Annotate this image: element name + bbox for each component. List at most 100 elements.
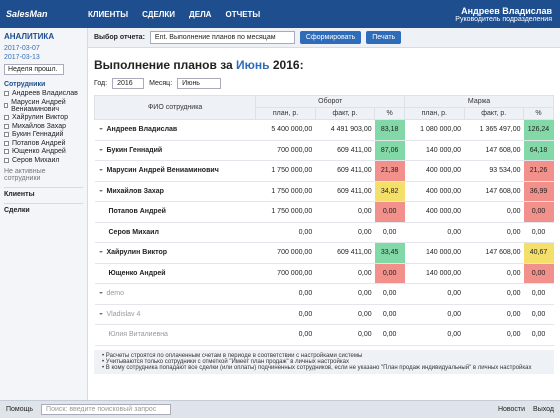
period-select[interactable]: Неделя прошл. <box>4 64 64 75</box>
employee-name[interactable]: Vladislav 4 <box>94 304 256 325</box>
employee[interactable]: Марусин Андрей Вениаминович <box>4 99 83 113</box>
print-button[interactable]: Печать <box>366 31 402 44</box>
amount-cell: 1 750 000,00 <box>255 160 316 182</box>
expand-caret[interactable] <box>98 148 103 153</box>
employee-name[interactable]: Марусин Андрей Вениаминович <box>94 160 256 182</box>
expand-caret[interactable] <box>98 292 103 296</box>
employee-name[interactable]: Андреев Владислав <box>94 119 256 141</box>
expand-caret[interactable] <box>98 251 103 255</box>
nav-item[interactable]: ДЕЛА <box>189 9 212 19</box>
employee-name: Потапов Андрей <box>12 139 66 147</box>
amount-cell: 0,00 <box>315 324 375 346</box>
amount-cell: 0,00 <box>464 324 524 346</box>
amount-cell: 0,00 <box>255 283 316 305</box>
employee[interactable]: Букин Геннадий <box>4 131 83 138</box>
note: В кому сотрудника попадают все сделки (и… <box>102 365 546 371</box>
month-select[interactable]: Июнь <box>177 78 222 89</box>
checkbox[interactable] <box>4 140 9 146</box>
checkbox[interactable] <box>4 132 9 137</box>
amount-cell: 93 534,00 <box>464 160 524 182</box>
percent-cell: 126,24 <box>523 119 554 141</box>
news[interactable]: Новости <box>497 406 526 413</box>
heading-year: 2016: <box>272 58 304 72</box>
table-row: Серов Михаил 0,00 0,00 0,00 0,00 0,00 0,00 <box>94 222 554 243</box>
expand-caret[interactable] <box>98 189 103 194</box>
table-row: Букин Геннадий 700 000,00 609 411,00 87,06 1… <box>94 140 554 161</box>
toolbar: Выбор отчета: Ent. Выполнение планов по … <box>88 28 560 48</box>
year-select[interactable]: 2016 <box>112 78 145 89</box>
employee[interactable]: Андреев Владислав <box>4 90 83 97</box>
checkbox[interactable] <box>4 103 9 108</box>
checkbox[interactable] <box>4 91 9 96</box>
amount-cell: 0,00 <box>404 222 465 243</box>
name-text: Марусин Андрей Вениаминович <box>106 167 219 175</box>
logo[interactable]: SalesMan <box>6 9 48 19</box>
amount-cell: 0,00 <box>404 283 465 305</box>
name-text: demo <box>106 290 125 298</box>
employee-name: Потапов Андрей <box>94 201 256 223</box>
employee[interactable]: Хайрулин Виктор <box>4 114 83 121</box>
checkbox[interactable] <box>4 157 9 163</box>
filters: Год: 2016 Месяц: Июнь <box>94 78 554 89</box>
date-from[interactable]: 2017-03-07 <box>4 45 40 52</box>
employee-name: Хайрулин Виктор <box>12 114 69 121</box>
search[interactable]: Поиск: введите поисковый запрос <box>41 404 172 415</box>
help[interactable]: Помощь <box>6 406 34 413</box>
table-row: Андреев Владислав 5 400 000,00 4 491 903,0… <box>94 119 554 141</box>
nav: КЛИЕНТЫ СДЕЛКИ ДЕЛА ОТЧЕТЫ <box>88 10 260 19</box>
employee-name: Букин Геннадий <box>12 131 64 138</box>
employee-name: Серов Михаил <box>94 222 256 243</box>
employee-name[interactable]: Хайрулин Виктор <box>94 242 256 264</box>
amount-cell: 0,00 <box>255 222 316 243</box>
table-row: Потапов Андрей 1 750 000,00 0,00 0,00 400 00… <box>94 201 554 223</box>
expand-caret[interactable] <box>98 312 103 317</box>
sub-header: план, р. <box>404 107 465 120</box>
name-text: Vladislav 4 <box>106 310 141 318</box>
nav-item[interactable]: СДЕЛКИ <box>142 9 176 19</box>
expand-caret[interactable] <box>98 169 103 173</box>
exit[interactable]: Выход <box>533 406 554 413</box>
amount-cell: 0,00 <box>315 201 375 223</box>
build-button[interactable]: Сформировать <box>299 31 362 44</box>
percent-cell: 0,00 <box>374 222 405 243</box>
name-text: Ющенко Андрей <box>108 269 166 277</box>
expand-caret[interactable] <box>98 128 103 132</box>
checkbox[interactable] <box>4 149 9 154</box>
employee-name[interactable]: Михайлов Захар <box>94 181 256 202</box>
percent-cell: 83,18 <box>374 119 405 141</box>
percent-cell: 87,06 <box>374 140 405 161</box>
section[interactable]: Сделки <box>4 202 83 214</box>
date-to[interactable]: 2017-03-13 <box>4 54 40 61</box>
percent-cell: 0,00 <box>523 304 554 325</box>
amount-cell: 609 411,00 <box>315 160 375 182</box>
section[interactable]: Клиенты <box>4 186 83 198</box>
employee-name[interactable]: demo <box>94 283 256 305</box>
heading-month: Июнь <box>236 58 270 72</box>
note: Учитываются только сотрудники с отметкой… <box>102 359 546 365</box>
amount-cell: 0,00 <box>464 263 524 284</box>
nav-item[interactable]: ОТЧЕТЫ <box>225 9 261 19</box>
group-header: Маржа <box>404 95 554 108</box>
employee[interactable]: Ющенко Андрей <box>4 148 83 155</box>
employee-list: Андреев Владислав Марусин Андрей Вениамин… <box>4 90 83 164</box>
checkbox[interactable] <box>4 115 9 120</box>
percent-cell: 64,18 <box>523 140 554 161</box>
user-name: Андреев Владислав <box>461 5 552 16</box>
heading-prefix: Выполнение планов за <box>94 58 233 72</box>
amount-cell: 140 000,00 <box>404 140 465 161</box>
percent-cell: 0,00 <box>523 201 554 223</box>
inactive-link[interactable]: Не активные сотрудники <box>4 167 46 182</box>
user[interactable]: Андреев Владислав Руководитель подразделе… <box>455 6 560 23</box>
employee[interactable]: Серов Михаил <box>4 157 83 164</box>
employee-name: Михайлов Захар <box>12 122 67 130</box>
checkbox[interactable] <box>4 123 9 129</box>
amount-cell: 400 000,00 <box>404 181 465 202</box>
employee-name[interactable]: Букин Геннадий <box>94 140 256 161</box>
amount-cell: 0,00 <box>255 324 316 346</box>
report-select[interactable]: Ent. Выполнение планов по месяцам <box>149 31 295 44</box>
employee[interactable]: Михайлов Захар <box>4 123 83 130</box>
amount-cell: 0,00 <box>404 324 465 346</box>
employee[interactable]: Потапов Андрей <box>4 140 83 147</box>
nav-item[interactable]: КЛИЕНТЫ <box>88 9 129 19</box>
